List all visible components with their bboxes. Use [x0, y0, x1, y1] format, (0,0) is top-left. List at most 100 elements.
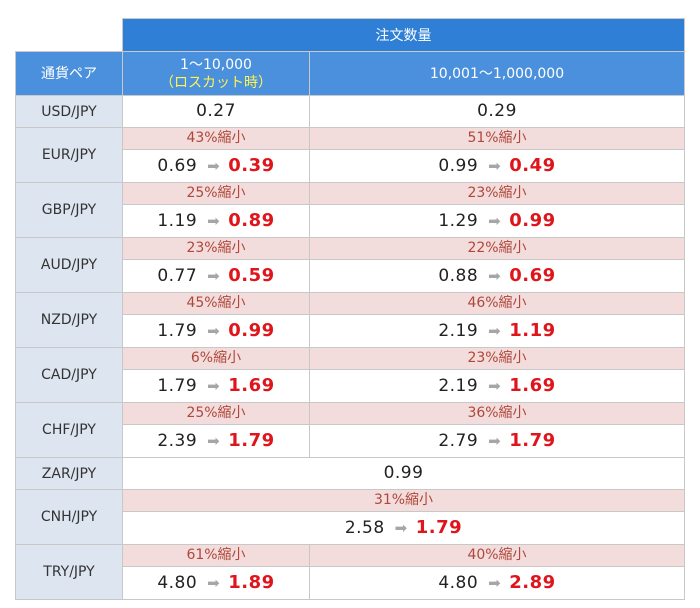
reduction-badge: 43%縮小: [122, 127, 310, 150]
new-spread: 0.89: [228, 210, 275, 231]
new-spread: 1.19: [509, 320, 556, 341]
right-arrow-icon: ➡: [394, 519, 408, 537]
table-row-aud-jpy-values: 0.77 ➡ 0.59 0.88 ➡ 0.69: [16, 259, 685, 293]
spread-value-cell: 2.39 ➡ 1.79: [122, 424, 310, 458]
table-row-chf-jpy: CHF/JPY 25%縮小 36%縮小: [15, 402, 685, 458]
qty-range-2-header: 10,001～1,000,000: [309, 51, 685, 96]
reduction-badge: 25%縮小: [122, 402, 310, 425]
table-row-cad-jpy-values: 1.79 ➡ 1.69 2.19 ➡ 1.69: [16, 369, 685, 403]
spread-value-cell: 0.27: [122, 95, 310, 128]
right-arrow-icon: ➡: [488, 322, 502, 340]
right-arrow-icon: ➡: [207, 322, 221, 340]
old-spread: 0.88: [438, 266, 479, 286]
qty-range-1: 1～10,000: [180, 56, 252, 73]
new-spread: 1.79: [228, 430, 275, 451]
reduction-badge: 22%縮小: [309, 237, 685, 260]
old-spread: 0.77: [157, 266, 198, 286]
right-arrow-icon: ➡: [488, 377, 502, 395]
new-spread: 0.39: [228, 155, 275, 176]
reduction-badge: 61%縮小: [122, 544, 310, 567]
spread-value-cell: 1.29 ➡ 0.99: [309, 204, 685, 238]
right-arrow-icon: ➡: [207, 212, 221, 230]
table-row-cnh-jpy: CNH/JPY 31%縮小: [15, 489, 685, 545]
spread-value-cell: 2.58 ➡ 1.79: [122, 511, 685, 545]
old-spread: 4.80: [157, 573, 198, 593]
old-spread: 1.29: [438, 211, 479, 231]
new-spread: 1.89: [228, 572, 275, 593]
currency-pair-cad-jpy: CAD/JPY: [15, 347, 123, 403]
reduction-badge: 23%縮小: [309, 182, 685, 205]
order-qty-header: 注文数量: [122, 18, 685, 52]
reduction-badge: 6%縮小: [122, 347, 310, 370]
right-arrow-icon: ➡: [488, 157, 502, 175]
new-spread: 0.59: [228, 265, 275, 286]
right-arrow-icon: ➡: [488, 267, 502, 285]
losscut-note: （ロスカット時）: [160, 74, 272, 91]
right-arrow-icon: ➡: [207, 432, 221, 450]
reduction-badge: 45%縮小: [122, 292, 310, 315]
currency-pair-gbp-jpy: GBP/JPY: [15, 182, 123, 238]
table-row-try-jpy-values: 4.80 ➡ 1.89 4.80 ➡ 2.89: [16, 566, 685, 600]
old-spread: 0.99: [438, 156, 479, 176]
table-row-chf-jpy-values: 2.39 ➡ 1.79 2.79 ➡ 1.79: [16, 424, 685, 458]
spread-value-cell: 4.80 ➡ 1.89: [122, 566, 310, 600]
table-row-zar-jpy: ZAR/JPY 0.99: [15, 457, 685, 490]
currency-pair-zar-jpy: ZAR/JPY: [15, 457, 123, 490]
old-spread: 1.19: [157, 211, 198, 231]
old-spread: 1.79: [157, 376, 198, 396]
currency-pair-chf-jpy: CHF/JPY: [15, 402, 123, 458]
right-arrow-icon: ➡: [488, 574, 502, 592]
old-spread: 2.58: [344, 518, 385, 538]
new-spread: 0.49: [509, 155, 556, 176]
table-row-cad-jpy: CAD/JPY 6%縮小 23%縮小: [15, 347, 685, 403]
table-row-nzd-jpy-values: 1.79 ➡ 0.99 2.19 ➡ 1.19: [16, 314, 685, 348]
new-spread: 1.69: [509, 375, 556, 396]
table-row-cnh-jpy-values: 2.58 ➡ 1.79: [16, 511, 685, 545]
spread-value-cell: 4.80 ➡ 2.89: [309, 566, 685, 600]
new-spread: 0.99: [228, 320, 275, 341]
spread-value-cell: 0.29: [309, 95, 685, 128]
new-spread: 2.89: [509, 572, 556, 593]
reduction-badge: 25%縮小: [122, 182, 310, 205]
spread-value-cell: 2.19 ➡ 1.69: [309, 369, 685, 403]
right-arrow-icon: ➡: [207, 574, 221, 592]
old-spread: 2.19: [438, 376, 479, 396]
table-row-usd-jpy: USD/JPY 0.27 0.29: [15, 95, 685, 128]
currency-pair-aud-jpy: AUD/JPY: [15, 237, 123, 293]
new-spread: 0.99: [509, 210, 556, 231]
currency-pair-usd-jpy: USD/JPY: [15, 95, 123, 128]
new-spread: 1.79: [509, 430, 556, 451]
currency-pair-eur-jpy: EUR/JPY: [15, 127, 123, 183]
right-arrow-icon: ➡: [488, 432, 502, 450]
currency-pair-nzd-jpy: NZD/JPY: [15, 292, 123, 348]
reduction-badge: 51%縮小: [309, 127, 685, 150]
spread-table: 注文数量 通貨ペア 1～10,000 （ロスカット時） 10,001～1,000…: [15, 18, 685, 600]
table-row-eur-jpy: EUR/JPY 43%縮小 51%縮小: [15, 127, 685, 183]
reduction-badge: 36%縮小: [309, 402, 685, 425]
reduction-badge: 46%縮小: [309, 292, 685, 315]
currency-pair-cnh-jpy: CNH/JPY: [15, 489, 123, 545]
spread-value-cell: 1.19 ➡ 0.89: [122, 204, 310, 238]
old-spread: 2.19: [438, 321, 479, 341]
table-row-gbp-jpy: GBP/JPY 25%縮小 23%縮小: [15, 182, 685, 238]
pair-column-header: 通貨ペア: [15, 51, 123, 96]
right-arrow-icon: ➡: [207, 157, 221, 175]
currency-pair-try-jpy: TRY/JPY: [15, 544, 123, 600]
right-arrow-icon: ➡: [207, 377, 221, 395]
new-spread: 1.79: [415, 517, 463, 538]
old-spread: 2.39: [157, 431, 198, 451]
reduction-badge: 23%縮小: [122, 237, 310, 260]
table-row-try-jpy: TRY/JPY 61%縮小 40%縮小: [15, 544, 685, 600]
qty-range-1-header: 1～10,000 （ロスカット時）: [122, 51, 310, 96]
reduction-badge: 23%縮小: [309, 347, 685, 370]
reduction-badge: 31%縮小: [122, 489, 685, 512]
new-spread: 0.69: [509, 265, 556, 286]
table-row-aud-jpy: AUD/JPY 23%縮小 22%縮小: [15, 237, 685, 293]
table-row-eur-jpy-values: 0.69 ➡ 0.39 0.99 ➡ 0.49: [16, 149, 685, 183]
spread-value-cell: 0.99: [122, 457, 685, 490]
spread-value-cell: 2.19 ➡ 1.19: [309, 314, 685, 348]
right-arrow-icon: ➡: [488, 212, 502, 230]
spread-value-cell: 1.79 ➡ 1.69: [122, 369, 310, 403]
spread-value-cell: 0.69 ➡ 0.39: [122, 149, 310, 183]
spread-value-cell: 0.88 ➡ 0.69: [309, 259, 685, 293]
